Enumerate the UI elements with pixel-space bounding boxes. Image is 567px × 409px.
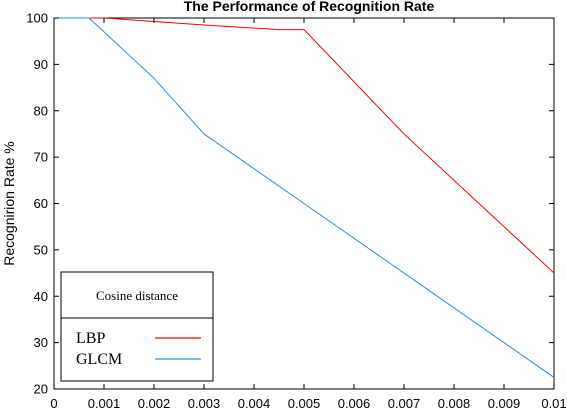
y-tick-label: 70 <box>34 150 48 165</box>
chart-title: The Performance of Recognition Rate <box>184 0 435 14</box>
series-line-lbp <box>54 17 555 274</box>
y-tick-label: 30 <box>34 335 48 350</box>
series-line-glcm <box>54 17 555 378</box>
x-tick-label: 0.002 <box>138 396 171 409</box>
legend-title: Cosine distance <box>96 288 178 303</box>
x-tick-label: 0.009 <box>488 396 521 409</box>
x-tick-label: 0.006 <box>338 396 371 409</box>
y-tick-label: 20 <box>34 382 48 397</box>
x-axis-ticks: 0 0.001 0.002 0.003 0.004 0.005 0.006 0.007 0.00… <box>50 18 567 409</box>
plot-area: 0 0.001 0.002 0.003 0.004 0.005 0.006 0.007 0.00… <box>26 11 566 409</box>
legend-label-glcm: GLCM <box>76 351 122 368</box>
x-tick-label: 0.007 <box>388 396 421 409</box>
y-tick-label: 40 <box>34 289 48 304</box>
y-axis-label: Recognirion Rate % <box>1 141 17 266</box>
y-tick-label: 90 <box>34 57 48 72</box>
x-tick-label: 0 <box>50 396 57 409</box>
x-tick-label: 0.01 <box>541 396 566 409</box>
y-tick-label: 50 <box>34 242 48 257</box>
x-tick-label: 0.008 <box>438 396 471 409</box>
legend: Cosine distance LBP GLCM <box>60 271 214 382</box>
x-tick-label: 0.001 <box>88 396 121 409</box>
x-tick-label: 0.004 <box>238 396 271 409</box>
legend-label-lbp: LBP <box>76 330 105 347</box>
y-tick-label: 60 <box>34 196 48 211</box>
legend-box <box>60 271 214 382</box>
x-tick-label: 0.005 <box>288 396 321 409</box>
x-tick-label: 0.003 <box>188 396 221 409</box>
legend-entries: LBP GLCM <box>76 330 201 368</box>
y-tick-label: 100 <box>26 11 48 26</box>
y-axis-ticks: 20 30 40 50 60 70 80 90 100 <box>26 11 554 397</box>
y-tick-label: 80 <box>34 103 48 118</box>
